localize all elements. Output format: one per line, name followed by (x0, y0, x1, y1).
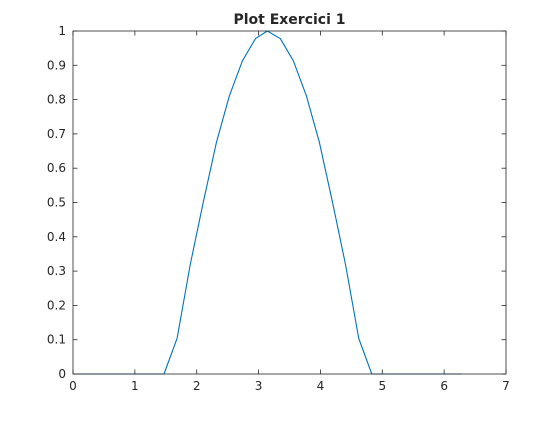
x-tick-label: 4 (317, 379, 325, 393)
x-tick-label: 2 (193, 379, 201, 393)
y-tick-label: 0.4 (47, 230, 66, 244)
x-tick-label: 5 (378, 379, 386, 393)
x-tick-label: 3 (255, 379, 263, 393)
y-tick-label: 0.6 (47, 161, 66, 175)
y-tick-label: 0.1 (47, 333, 66, 347)
y-tick-label: 0.2 (47, 298, 66, 312)
x-tick-label: 6 (440, 379, 448, 393)
x-tick-label: 1 (131, 379, 139, 393)
y-tick-label: 0.7 (47, 127, 66, 141)
y-tick-label: 1 (58, 24, 66, 38)
x-tick-label: 0 (69, 379, 77, 393)
y-tick-label: 0 (58, 367, 66, 381)
y-tick-label: 0.3 (47, 264, 66, 278)
ticks-layer: 0 1 2 3 4 5 6 7 0 0.1 0.2 0.3 0.4 0.5 0.6 0.7 0.8 0.9 1 (47, 24, 510, 393)
y-tick-label: 0.8 (47, 93, 66, 107)
x-tick-label: 7 (502, 379, 510, 393)
plot-background (73, 31, 506, 374)
y-tick-label: 0.5 (47, 196, 66, 210)
y-tick-label: 0.9 (47, 58, 66, 72)
chart-title: Plot Exercici 1 (233, 12, 345, 28)
